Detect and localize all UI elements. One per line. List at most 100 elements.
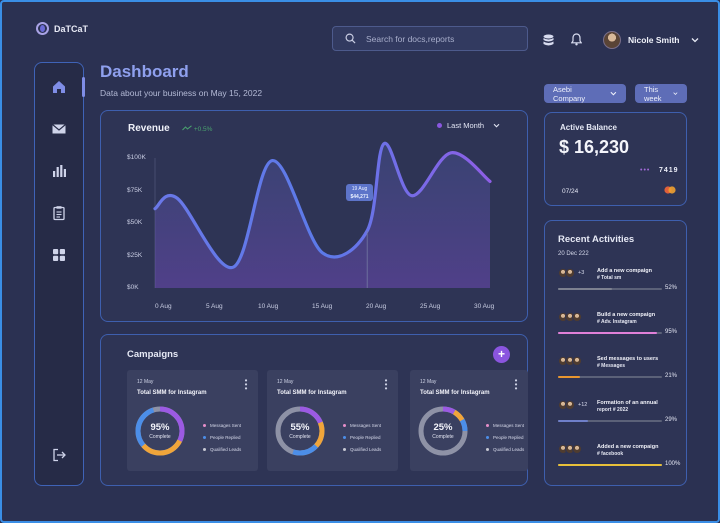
company-select[interactable]: Asebi Company — [544, 84, 626, 103]
revenue-change-value: +0.5% — [193, 126, 213, 133]
legend-label: Qualified Leads — [210, 447, 242, 452]
activity-tag: # facebook — [597, 451, 624, 457]
legend-label: Qualified Leads — [350, 447, 382, 452]
activity-progress-fill — [558, 420, 589, 422]
app-logo[interactable]: DaTCaT — [36, 22, 88, 35]
legend-dot — [203, 448, 206, 452]
legend-label: Messages Sent — [210, 423, 242, 428]
search-box[interactable] — [332, 26, 528, 51]
donut-segment — [275, 406, 325, 456]
home-icon[interactable] — [51, 79, 67, 95]
period-select[interactable]: This week — [635, 84, 687, 103]
campaign-name: Total SMM for Instagram — [137, 390, 207, 396]
revenue-change: +0.5% — [182, 125, 212, 133]
campaign-name: Total SMM for Instagram — [277, 390, 347, 396]
legend-item: Messages Sent — [486, 420, 524, 432]
search-input[interactable] — [366, 33, 516, 44]
company-select-value: Asebi Company — [553, 84, 586, 103]
chevron-down-icon — [493, 123, 500, 128]
x-tick-label: 20 Aug — [366, 303, 387, 310]
campaign-card[interactable]: 12 May Total SMM for Instagram • • • 95% Com… — [127, 370, 258, 471]
card-expiry: 07/24 — [562, 188, 579, 195]
activity-progress — [558, 420, 662, 422]
legend-item: Messages Sent — [203, 420, 241, 432]
add-campaign-button[interactable]: + — [493, 346, 510, 363]
x-tick-label: 10 Aug — [258, 303, 279, 310]
search-icon — [345, 33, 356, 44]
more-icon[interactable]: • • • — [244, 376, 248, 393]
activity-progress — [558, 464, 662, 466]
campaigns-title: Campaigns — [127, 349, 179, 360]
chevron-down-icon — [673, 92, 678, 95]
chart-icon[interactable] — [51, 163, 67, 179]
avatar — [565, 400, 575, 410]
database-icon[interactable] — [543, 34, 554, 47]
page-title: Dashboard — [100, 62, 189, 81]
bell-icon[interactable] — [571, 33, 582, 46]
x-tick-label: 25 Aug — [420, 303, 441, 310]
revenue-line — [153, 142, 492, 269]
avatar — [603, 31, 621, 49]
campaign-legend: Messages Sent People Replied Qualified Lea… — [486, 420, 524, 456]
campaign-date: 12 May — [137, 379, 154, 385]
legend-dot — [486, 448, 489, 452]
activity-title: Add a new compaign — [597, 268, 653, 274]
avatar — [572, 444, 582, 454]
campaign-name: Total SMM for Instagram — [420, 390, 490, 396]
legend-dot — [437, 123, 442, 128]
legend-item: People Replied — [486, 432, 524, 444]
activity-tag: # Total sm — [597, 275, 622, 281]
campaign-card[interactable]: 12 May Total SMM for Instagram • • • 55% Com… — [267, 370, 398, 471]
legend-label: People Replied — [493, 435, 524, 440]
legend-dot — [203, 424, 206, 428]
activities-title: Recent Activities — [558, 234, 635, 245]
activity-text: Add a new compaign # Total sm — [597, 268, 652, 282]
activity-avatars — [558, 444, 582, 454]
more-icon[interactable]: • • • — [384, 376, 388, 393]
x-tick-label: 0 Aug — [155, 303, 172, 310]
user-menu[interactable]: Nicole Smith — [603, 31, 699, 49]
y-tick-label: $50K — [127, 219, 143, 226]
legend-item: People Replied — [203, 432, 241, 444]
balance-title: Active Balance — [560, 123, 617, 132]
more-icon[interactable]: • • • — [514, 376, 518, 393]
activity-progress-fill — [558, 332, 657, 334]
activity-percent: 95% — [665, 329, 678, 335]
campaign-legend: Messages Sent People Replied Qualified Lea… — [343, 420, 381, 456]
donut-segment — [275, 406, 325, 456]
campaign-card[interactable]: 12 May Total SMM for Instagram • • • 25% Com… — [410, 370, 528, 471]
revenue-legend[interactable]: Last Month — [437, 121, 500, 130]
campaign-percent: 95% — [150, 422, 170, 433]
activity-progress-fill — [558, 376, 580, 378]
campaign-date: 12 May — [277, 379, 294, 385]
campaign-donut — [418, 406, 468, 456]
trend-up-icon — [182, 125, 192, 131]
activity-percent: 21% — [665, 373, 678, 379]
legend-item: Qualified Leads — [486, 444, 524, 456]
activity-tag: # Adv. Instagram — [597, 319, 637, 325]
avatar — [572, 356, 582, 366]
activity-tag: report # 2022 — [597, 407, 629, 413]
grid-icon[interactable] — [51, 247, 67, 263]
legend-label: Qualified Leads — [493, 447, 525, 452]
clipboard-icon[interactable] — [51, 205, 67, 221]
activity-title: Build a new compaign — [597, 312, 656, 318]
donut-segment — [135, 406, 185, 456]
donut-segment — [275, 406, 325, 456]
activity-avatars — [558, 356, 582, 366]
activity-title: Formation of an annual — [597, 400, 658, 406]
logo-text: DaTCaT — [54, 23, 89, 34]
legend-item: Qualified Leads — [203, 444, 241, 456]
x-tick-label: 15 Aug — [312, 303, 333, 310]
mail-icon[interactable] — [51, 121, 67, 137]
activity-percent: 100% — [665, 461, 681, 467]
x-tick-label: 30 Aug — [474, 303, 495, 310]
logout-icon[interactable] — [51, 447, 67, 463]
activity-count: +3 — [578, 270, 585, 276]
campaign-donut — [135, 406, 185, 456]
activity-avatars: +3 — [558, 268, 584, 278]
revenue-area — [155, 143, 490, 288]
chart-tooltip: 19 Aug $44,271 — [346, 184, 373, 201]
legend-item: Qualified Leads — [343, 444, 381, 456]
legend-dot — [486, 424, 489, 428]
